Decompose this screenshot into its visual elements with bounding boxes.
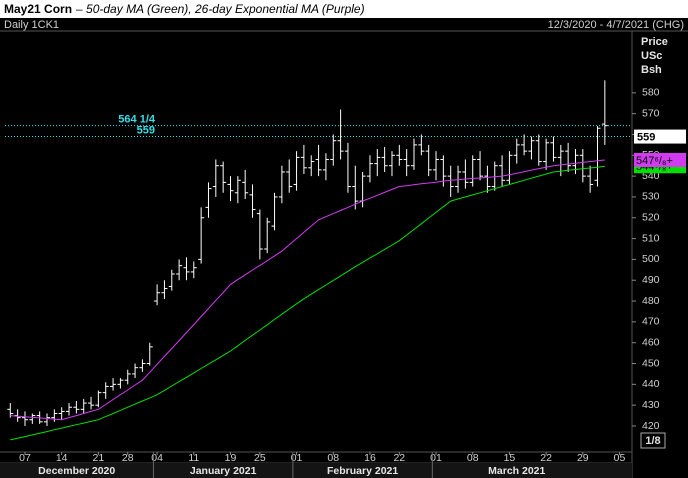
x-tick-label: 28	[122, 452, 134, 464]
y-tick-label: 420	[642, 420, 660, 432]
y-tick-label: 500	[642, 253, 660, 265]
x-tick-label: 16	[364, 452, 376, 464]
x-tick-label: 22	[540, 452, 552, 464]
x-tick-label: 14	[56, 452, 68, 464]
x-tick-label: 04	[151, 452, 163, 464]
moving-average-line	[10, 165, 605, 441]
month-label: March 2021	[488, 465, 545, 477]
last-price-box	[634, 129, 686, 144]
symbol-label: Daily 1CK1	[4, 19, 59, 31]
date-range: 12/3/2020 - 4/7/2021 (CHG)	[548, 19, 684, 31]
x-tick-label: 25	[254, 452, 266, 464]
y-tick-label: 580	[642, 87, 660, 99]
y-tick-label: 570	[642, 107, 660, 119]
y-tick-label: 510	[642, 232, 660, 244]
x-tick-label: 01	[430, 452, 442, 464]
moving-average-line	[10, 159, 605, 421]
y-tick-label: 460	[642, 336, 660, 348]
y-axis-label: Price	[641, 36, 668, 48]
last-price-label: 559	[637, 131, 655, 143]
y-tick-label: 490	[642, 274, 660, 286]
x-tick-label: 08	[467, 452, 479, 464]
price-line-label: 559	[137, 124, 155, 136]
fraction-label: 1/8	[645, 435, 660, 447]
y-tick-label: 430	[642, 399, 660, 411]
month-label: February 2021	[327, 465, 398, 477]
title-bar	[0, 0, 688, 18]
x-tick-label: 15	[504, 452, 516, 464]
month-label: December 2020	[38, 465, 115, 477]
y-tick-label: 470	[642, 316, 660, 328]
month-label: January 2021	[190, 465, 257, 477]
price-line-label: 564 1/4	[118, 114, 156, 126]
y-tick-label: 440	[642, 378, 660, 390]
y-tick-label: 530	[642, 191, 660, 203]
fraction-box	[640, 432, 666, 449]
x-tick-label: 19	[225, 452, 237, 464]
y-tick-label: 450	[642, 357, 660, 369]
x-tick-label: 01	[291, 452, 303, 464]
chart-subtitle: – 50-day MA (Green), 26-day Exponential …	[75, 2, 365, 16]
y-tick-label: 520	[642, 212, 660, 224]
chart-background	[0, 18, 688, 478]
month-bar	[0, 463, 632, 478]
x-tick-label: 11	[188, 452, 199, 464]
x-tick-label: 29	[577, 452, 589, 464]
ma-value-box	[634, 152, 686, 167]
x-tick-label: 08	[327, 452, 339, 464]
y-tick-label: 480	[642, 295, 660, 307]
x-tick-label: 21	[93, 452, 105, 464]
x-tick-label: 07	[19, 452, 31, 464]
chart-title: May21 Corn	[4, 2, 72, 16]
ma-value-label: 547⁶/₈+	[636, 155, 673, 167]
x-tick-label: 22	[393, 452, 405, 464]
x-tick-label: 05	[614, 452, 626, 464]
y-axis-label: Bsh	[641, 64, 662, 76]
y-axis-label: USc	[641, 50, 662, 62]
